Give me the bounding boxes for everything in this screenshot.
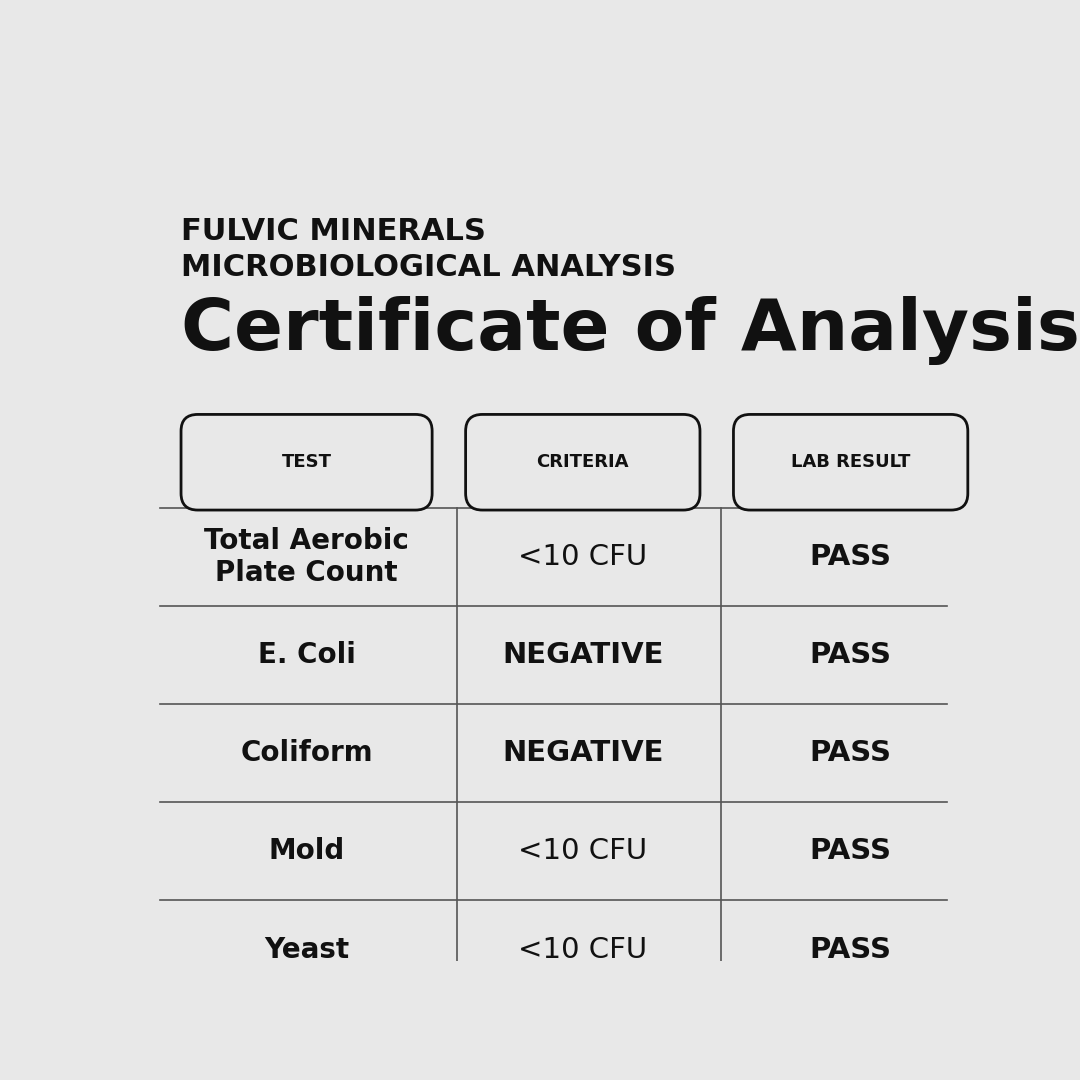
Text: <10 CFU: <10 CFU <box>518 935 647 963</box>
Text: Coliform: Coliform <box>240 740 373 767</box>
Text: LAB RESULT: LAB RESULT <box>791 454 910 471</box>
Text: NEGATIVE: NEGATIVE <box>502 740 663 767</box>
Point <box>450 501 463 514</box>
Text: PASS: PASS <box>810 543 892 571</box>
Text: Mold: Mold <box>269 837 345 865</box>
Point <box>450 993 463 1005</box>
Text: NEGATIVE: NEGATIVE <box>502 642 663 670</box>
Point <box>715 501 728 514</box>
FancyBboxPatch shape <box>181 415 432 510</box>
Text: FULVIC MINERALS
MICROBIOLOGICAL ANALYSIS: FULVIC MINERALS MICROBIOLOGICAL ANALYSIS <box>181 217 676 282</box>
Text: PASS: PASS <box>810 935 892 963</box>
Text: TEST: TEST <box>282 454 332 471</box>
Text: <10 CFU: <10 CFU <box>518 543 647 571</box>
Text: E. Coli: E. Coli <box>258 642 355 670</box>
Text: CRITERIA: CRITERIA <box>537 454 629 471</box>
Text: Total Aerobic
Plate Count: Total Aerobic Plate Count <box>204 527 409 588</box>
Text: PASS: PASS <box>810 837 892 865</box>
FancyBboxPatch shape <box>465 415 700 510</box>
FancyBboxPatch shape <box>733 415 968 510</box>
Text: Yeast: Yeast <box>264 935 349 963</box>
Text: PASS: PASS <box>810 740 892 767</box>
Text: <10 CFU: <10 CFU <box>518 837 647 865</box>
Text: Certificate of Analysis: Certificate of Analysis <box>181 296 1080 365</box>
Text: PASS: PASS <box>810 642 892 670</box>
Point <box>715 993 728 1005</box>
